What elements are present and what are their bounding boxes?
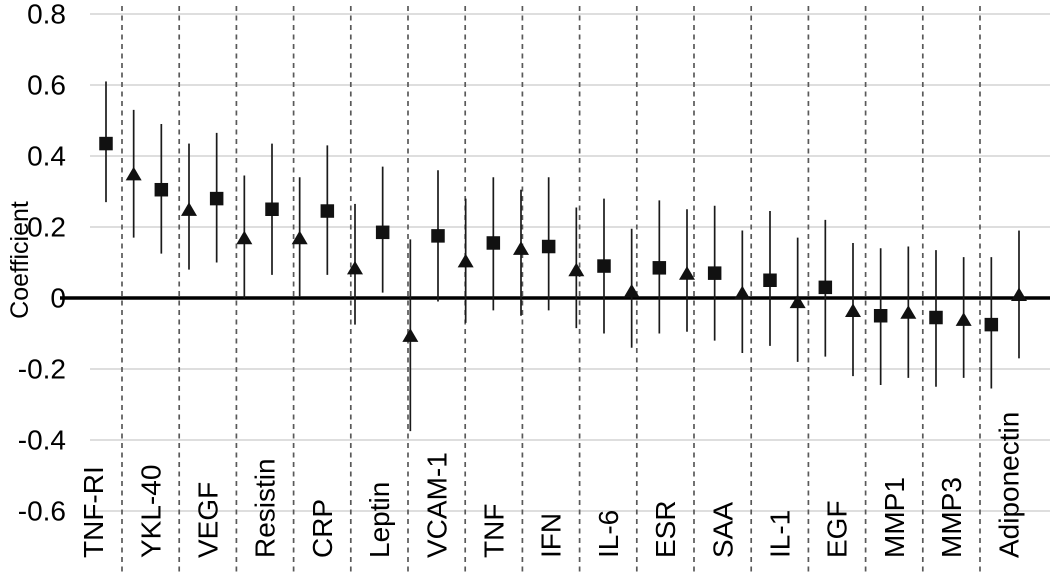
triangle-marker [789, 294, 806, 309]
square-marker [486, 236, 501, 250]
x-category-label: Leptin [364, 482, 395, 558]
y-tick-label: -0.2 [18, 354, 66, 385]
triangle-marker [678, 266, 695, 280]
x-category-label: VCAM-1 [421, 452, 452, 558]
triangle-marker [402, 328, 419, 342]
square-marker [818, 280, 833, 295]
y-tick-label: 0 [50, 283, 66, 314]
square-marker [431, 229, 445, 243]
triangle-marker [844, 303, 861, 318]
triangle-marker [291, 230, 308, 245]
square-marker [707, 266, 722, 280]
x-category-label: IL-6 [593, 510, 624, 558]
triangle-marker [457, 253, 474, 268]
x-category-label: MMP1 [879, 477, 910, 558]
square-marker [541, 239, 556, 254]
triangle-marker [955, 312, 972, 326]
y-tick-label: -0.4 [18, 425, 66, 456]
square-marker [597, 259, 611, 273]
square-marker [873, 309, 888, 323]
x-category-label: SAA [707, 502, 738, 558]
triangle-marker [900, 305, 917, 319]
triangle-marker [512, 241, 529, 255]
x-category-label: Resistin [250, 458, 281, 558]
y-tick-label: -0.6 [18, 496, 66, 527]
triangle-marker [1010, 287, 1027, 302]
triangle-marker [125, 166, 142, 181]
data-series [99, 81, 1027, 432]
y-tick-label: 0.4 [27, 141, 66, 172]
x-category-label: MMP3 [936, 477, 967, 558]
y-tick-label: 0.6 [27, 70, 66, 101]
square-marker [99, 136, 113, 151]
triangle-marker [346, 260, 363, 275]
x-category-label: VEGF [193, 482, 224, 558]
x-category-label: IFN [536, 513, 567, 558]
y-tick-label: 0.8 [27, 0, 66, 30]
x-category-label: EGF [822, 500, 853, 558]
x-category-labels: TNF-RI YKL-40 VEGF Resistin CRP Leptin VCAM-1 T… [78, 412, 1024, 558]
y-tick-label: 0.2 [27, 212, 66, 243]
square-marker [652, 261, 667, 275]
y-axis-title: Coefficient [6, 201, 34, 319]
x-category-label: IL-1 [765, 510, 796, 558]
square-marker [154, 182, 169, 197]
x-category-label: YKL-40 [135, 465, 166, 558]
triangle-marker [623, 283, 640, 298]
x-category-label: CRP [307, 499, 338, 558]
triangle-marker [181, 202, 197, 216]
square-marker [763, 273, 777, 287]
square-marker [265, 202, 279, 216]
triangle-marker [734, 285, 751, 300]
x-category-label: Adiponectin [993, 412, 1024, 558]
square-marker [209, 191, 224, 206]
x-category-label: TNF-RI [78, 466, 109, 558]
triangle-marker [568, 262, 585, 277]
y-axis-tick-labels: 0.8 0.6 0.4 0.2 0 -0.2 -0.4 -0.6 [18, 0, 66, 527]
x-category-label: ESR [650, 500, 681, 558]
square-marker [320, 204, 335, 218]
x-category-label: TNF [479, 504, 510, 558]
square-marker [929, 310, 943, 325]
square-marker [984, 317, 999, 332]
triangle-marker [236, 230, 253, 245]
gridlines [90, 13, 1050, 512]
square-marker [375, 225, 390, 240]
